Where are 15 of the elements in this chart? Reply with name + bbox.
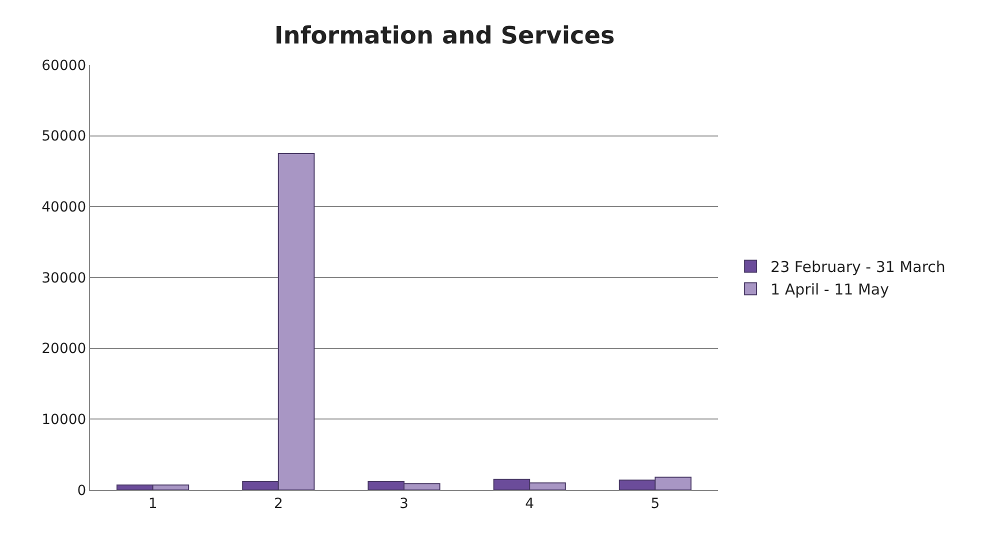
x-tick-label: 2 — [274, 496, 283, 512]
legend-label: 23 February - 31 March — [770, 258, 946, 276]
y-tick-label: 30000 — [42, 270, 86, 286]
y-tick-label: 60000 — [42, 58, 86, 74]
y-tick-label: 10000 — [42, 412, 86, 428]
y-tick-label: 0 — [77, 482, 86, 499]
x-tick-label: 5 — [650, 496, 660, 512]
x-tick-label: 3 — [400, 496, 408, 512]
x-tick-label: 4 — [525, 496, 534, 512]
y-tick-label: 40000 — [42, 200, 86, 216]
x-tick-label: 1 — [148, 496, 158, 512]
y-tick-label: 20000 — [42, 341, 86, 358]
chart-title: Information and Services — [274, 22, 615, 50]
y-tick-label: 50000 — [42, 128, 86, 145]
legend-label: 1 April - 11 May — [770, 280, 890, 299]
